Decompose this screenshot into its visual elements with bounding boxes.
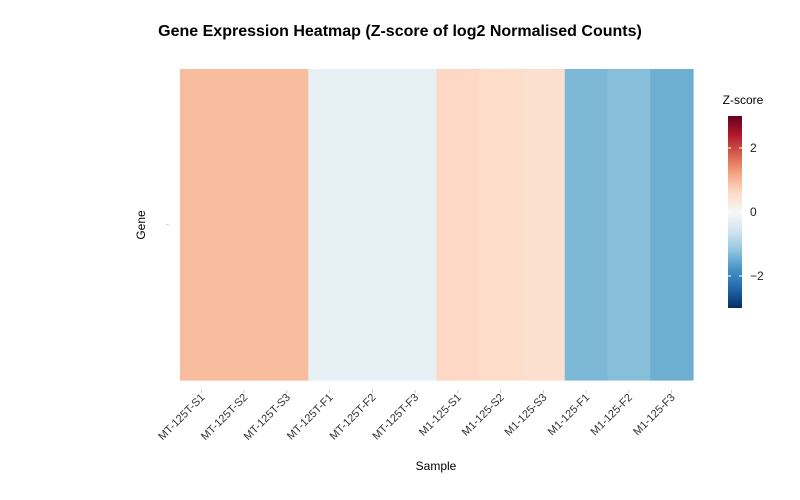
heatmap-cell	[180, 69, 224, 381]
x-tick-label: M1-125-S1	[417, 392, 464, 439]
x-tick-label: M1-125-F2	[588, 392, 635, 439]
heatmap-cell	[351, 69, 395, 381]
heatmap-cells	[180, 69, 694, 381]
heatmap-cell	[479, 69, 523, 381]
heatmap-cell	[265, 69, 309, 381]
heatmap-cell	[650, 69, 694, 381]
x-tick-label: M1-125-F1	[546, 392, 593, 439]
legend-ticks: 2 0 −2	[728, 141, 764, 283]
heatmap-cell	[222, 69, 267, 381]
legend-title: Z-score	[723, 93, 764, 107]
heatmap-cell	[607, 69, 651, 381]
legend-tick-label: −2	[750, 269, 764, 283]
legend-tick-label: 0	[750, 205, 757, 219]
legend-colorbar	[728, 116, 742, 308]
legend-tick-label: 2	[750, 141, 757, 155]
x-axis-title: Sample	[416, 459, 457, 473]
chart-title: Gene Expression Heatmap (Z-score of log2…	[158, 23, 642, 40]
x-axis-ticks: MT-125T-S1MT-125T-S2MT-125T-S3MT-125T-F1…	[156, 390, 678, 443]
x-tick-label: M1-125-S2	[460, 392, 507, 439]
x-tick-label: MT-125T-F3	[370, 392, 421, 443]
heatmap-cell	[436, 69, 480, 381]
x-tick-label: M1-125-S3	[503, 392, 550, 439]
heatmap-cell	[308, 69, 352, 381]
heatmap-cell	[393, 69, 438, 381]
heatmap-cell	[564, 69, 609, 381]
x-tick-label: M1-125-F3	[631, 392, 678, 439]
color-legend: Z-score 2 0 −2	[723, 93, 764, 308]
y-axis-title: Gene	[134, 210, 148, 240]
heatmap-cell	[522, 69, 566, 381]
